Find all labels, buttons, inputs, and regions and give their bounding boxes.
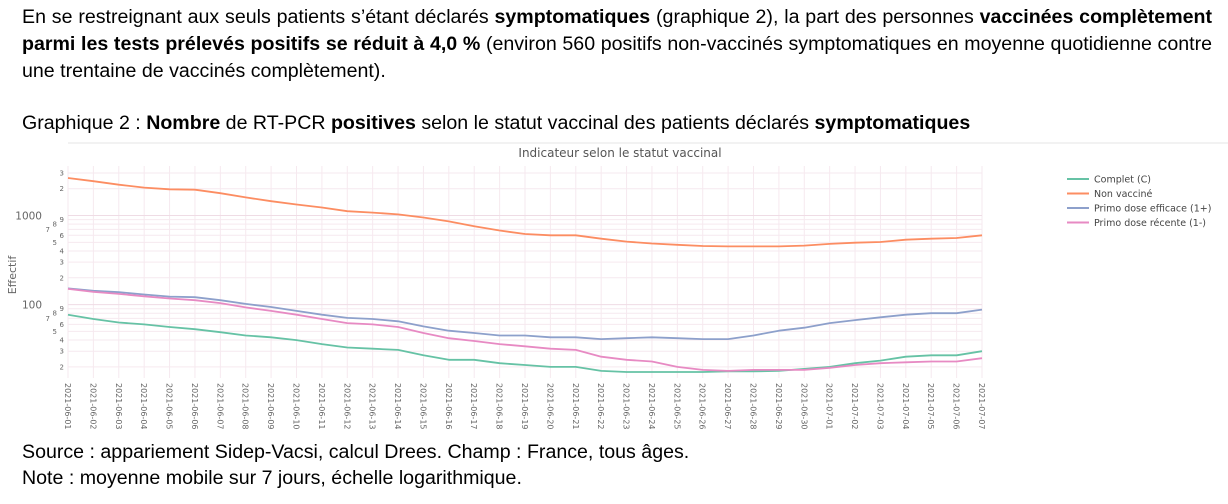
x-tick-label: 2021-06-24 <box>647 383 656 430</box>
x-tick-label: 2021-06-22 <box>596 383 605 430</box>
x-tick-label: 2021-06-23 <box>622 383 631 430</box>
y-minor-tick-label: 6 <box>60 232 65 240</box>
series-line-2 <box>67 287 983 341</box>
x-tick-label: 2021-06-19 <box>520 383 529 430</box>
y-major-tick-label: 100 <box>22 300 42 312</box>
x-tick-label: 2021-06-25 <box>672 383 681 430</box>
x-tick-label: 2021-06-15 <box>418 383 427 430</box>
x-tick-label: 2021-07-06 <box>952 383 961 430</box>
y-minor-tick-label: 2 <box>60 274 64 282</box>
legend-item: Non vacciné <box>1094 189 1153 200</box>
series-line-3 <box>67 288 983 372</box>
y-minor-tick-label: 9 <box>60 216 64 224</box>
y-minor-tick-label: 6 <box>60 321 65 329</box>
series-lines <box>67 177 983 373</box>
y-minor-tick-label: 4 <box>60 247 65 255</box>
y-minor-tick-label: 5 <box>53 239 57 247</box>
paragraph-bold: symptomatiques <box>494 6 651 28</box>
caption-bold: symptomatiques <box>814 112 971 134</box>
paragraph-text: En se restreignant aux seuls patients s’… <box>22 6 495 28</box>
caption-bold: Nombre <box>146 112 221 134</box>
paragraph-text: (graphique 2), la part des personnes <box>650 6 980 28</box>
y-minor-tick-label: 9 <box>60 305 64 313</box>
y-minor-tick-label: 2 <box>60 185 64 193</box>
y-minor-tick-label: 7 <box>46 226 50 234</box>
x-tick-label: 2021-06-02 <box>88 383 97 430</box>
legend-item: Primo dose récente (1-) <box>1094 218 1206 229</box>
y-minor-tick-label: 3 <box>60 170 64 178</box>
x-tick-label: 2021-06-26 <box>698 383 707 430</box>
legend[interactable]: Complet (C) Non vacciné Primo dose efficac… <box>1067 175 1211 230</box>
x-tick-label: 2021-06-30 <box>799 383 808 430</box>
x-tick-label: 2021-07-02 <box>850 383 859 430</box>
y-minor-tick-label: 3 <box>60 259 64 267</box>
caption-text: Graphique 2 : <box>22 112 147 134</box>
caption-bold: positives <box>330 112 416 134</box>
caption-text: de RT-PCR <box>220 112 331 134</box>
x-tick-label: 2021-06-07 <box>215 383 224 430</box>
x-tick-label: 2021-07-03 <box>875 383 884 430</box>
line-chart: Indicateur selon le statut vaccinal Effe… <box>6 142 1228 430</box>
x-tick-label: 2021-06-13 <box>368 383 377 430</box>
x-tick-label: 2021-06-28 <box>749 383 758 430</box>
x-tick-label: 2021-06-08 <box>241 383 250 430</box>
y-minor-tick-label: 8 <box>53 221 57 229</box>
legend-item: Primo dose efficace (1+) <box>1094 204 1211 215</box>
x-tick-label: 2021-06-18 <box>495 383 504 430</box>
body-paragraph: En se restreignant aux seuls patients s’… <box>22 4 1212 85</box>
x-tick-label: 2021-06-11 <box>317 383 326 430</box>
x-tick-label: 2021-07-01 <box>825 383 834 430</box>
caption-text: selon le statut vaccinal des patients dé… <box>415 112 815 134</box>
y-minor-tick-label: 2 <box>60 363 64 371</box>
source-note: Source : appariement Sidep-Vacsi, calcul… <box>22 441 690 463</box>
x-tick-label: 2021-06-29 <box>774 383 783 430</box>
series-line-1 <box>67 177 983 248</box>
x-tick-label: 2021-06-17 <box>469 383 478 430</box>
x-tick-label: 2021-07-05 <box>926 383 935 430</box>
x-tick-label: 2021-06-05 <box>165 383 174 430</box>
y-minor-tick-label: 5 <box>53 328 57 336</box>
x-tick-label: 2021-07-04 <box>901 383 910 430</box>
x-tick-label: 2021-06-04 <box>139 383 148 430</box>
x-tick-label: 2021-06-27 <box>723 383 732 430</box>
x-tick-label: 2021-06-21 <box>571 383 580 430</box>
y-minor-tick-label: 7 <box>46 315 50 323</box>
x-tick-label: 2021-06-06 <box>190 383 199 430</box>
x-tick-label: 2021-06-09 <box>266 383 275 430</box>
x-tick-label: 2021-06-14 <box>393 383 402 430</box>
x-tick-label: 2021-06-01 <box>63 383 72 430</box>
x-tick-label: 2021-06-20 <box>545 383 554 430</box>
paragraph-bold: vaccinées complètement parmi les tests p… <box>22 6 1213 55</box>
y-minor-tick-label: 4 <box>60 337 65 345</box>
y-minor-tick-label: 8 <box>53 310 57 318</box>
x-tick-label: 2021-06-10 <box>292 383 301 430</box>
x-tick-label: 2021-07-07 <box>977 383 986 430</box>
x-tick-label: 2021-06-03 <box>114 383 123 430</box>
figure-caption: Graphique 2 : Nombre de RT-PCR positives… <box>22 112 970 135</box>
paragraph-text: (environ 560 positifs non-vaccinés sympt… <box>22 33 1212 82</box>
method-note: Note : moyenne mobile sur 7 jours, échel… <box>22 467 522 489</box>
y-axis-label: Effectif <box>6 255 19 295</box>
y-minor-tick-label: 3 <box>60 348 64 356</box>
legend-item: Complet (C) <box>1094 175 1151 186</box>
x-tick-label: 2021-06-12 <box>342 383 351 430</box>
grid <box>67 166 983 378</box>
series-line-0 <box>67 313 983 373</box>
x-tick-label: 2021-06-16 <box>444 383 453 430</box>
y-major-tick-label: 1000 <box>15 211 42 223</box>
chart-title: Indicateur selon le statut vaccinal <box>518 146 721 160</box>
x-ticks: 2021-06-01 2021-06-02 2021-06-03 2021-06-04… <box>63 383 986 430</box>
